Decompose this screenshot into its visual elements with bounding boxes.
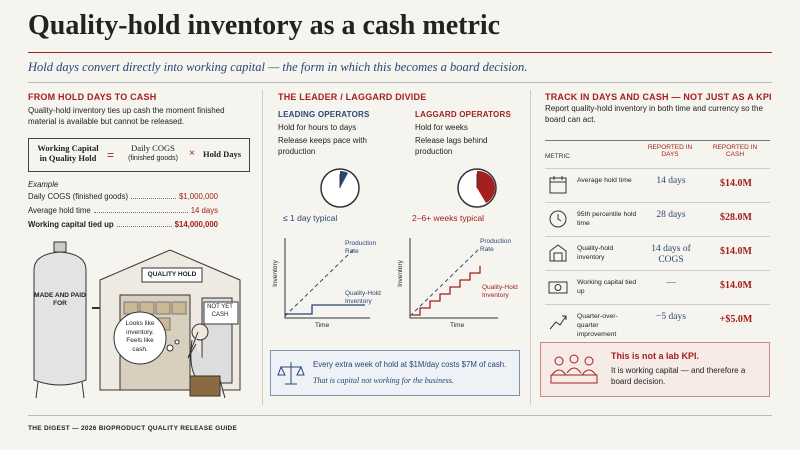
callout: Every extra week of hold at $1M/day cost…	[270, 350, 520, 396]
value: $1,000,000	[178, 192, 218, 201]
formula-box: Working Capital in Quality Hold = Daily …	[28, 138, 250, 172]
value: 14 days	[190, 206, 218, 215]
subtitle: Hold days convert directly into working …	[28, 60, 528, 74]
cash: $14.0M	[720, 246, 752, 257]
days: 28 days	[656, 210, 686, 220]
cash: +$5.0M	[719, 314, 753, 325]
row-icon	[549, 315, 567, 330]
intro: Report quality-hold inventory in both ti…	[545, 104, 763, 124]
rule	[28, 82, 772, 83]
row-icon	[549, 176, 567, 194]
example-row: Average hold time 14 days	[28, 206, 218, 215]
metric: 95th percentile hold time	[577, 211, 637, 227]
table-row: Average hold time 14 days $14.0M	[545, 168, 770, 201]
heading: THE LEADER / LAGGARD DIVIDE	[278, 92, 427, 102]
thought-bubble: Looks like inventory. Feels like cash.	[125, 320, 155, 353]
callout: This is not a lab KPI. It is working cap…	[540, 342, 770, 397]
example-label: Example	[28, 180, 59, 189]
formula-note: (finished goods)	[128, 155, 178, 162]
row-icon	[549, 244, 567, 262]
scale-icon	[277, 362, 305, 385]
text: Release lags behind production	[415, 136, 488, 156]
door-sign: NOT YET CASH	[207, 304, 233, 318]
formula-factor: Hold Days	[203, 149, 242, 159]
footer: THE DIGEST — 2026 BIOPRODUCT QUALITY REL…	[28, 425, 238, 432]
formula-factor: Daily COGS	[131, 143, 175, 153]
callout-text: That is capital not working for the busi…	[313, 376, 454, 385]
cash: $14.0M	[720, 280, 752, 291]
text: Hold for hours to days	[278, 123, 357, 132]
days: 14 days	[656, 176, 686, 186]
callout-text: It is working capital — and therefore a …	[611, 366, 746, 386]
illustration	[33, 241, 241, 399]
callout-text: Every extra week of hold at $1M/day cost…	[313, 360, 507, 369]
formula-result: Working Capital in Quality Hold	[37, 143, 99, 163]
board-icon	[550, 354, 598, 384]
label: Average hold time	[28, 206, 91, 215]
callout-title: This is not a lab KPI.	[611, 351, 700, 361]
row-icon	[549, 210, 567, 228]
formula-op: =	[107, 148, 115, 162]
col-head: METRIC	[545, 153, 570, 160]
metric: Working capital tied up	[577, 279, 637, 295]
example-row: Working capital tied up $14,000,000	[28, 220, 218, 229]
intro: Quality-hold inventory ties up cash the …	[28, 106, 225, 126]
row-icon	[548, 281, 568, 294]
table-row: Quarter-over-quarter improvement −5 days +…	[545, 304, 770, 338]
cash: $14.0M	[720, 178, 752, 189]
metric: Quality-hold inventory	[577, 245, 614, 261]
text: Release keeps pace with production	[278, 136, 367, 156]
formula-op: ×	[189, 148, 195, 159]
table-header: METRIC REPORTED IN DAYS REPORTED IN CASH	[545, 140, 770, 168]
heading: FROM HOLD DAYS TO CASH	[28, 92, 157, 102]
tank-label: MADE AND PAID FOR	[34, 292, 86, 307]
days: —	[666, 278, 676, 288]
table-row: Quality-hold inventory 14 days of COGS $14…	[545, 236, 770, 269]
col-head: REPORTED IN DAYS	[647, 144, 693, 158]
axis-label: Inventory	[396, 260, 404, 287]
metric: Quarter-over-quarter improvement	[577, 313, 618, 338]
axis-label: Inventory	[271, 260, 279, 287]
warehouse-sign: QUALITY HOLD	[147, 271, 197, 278]
metric: Average hold time	[577, 177, 632, 184]
title: Quality-hold inventory as a cash metric	[28, 10, 501, 41]
label: Daily COGS (finished goods)	[28, 192, 129, 201]
typical: ≤ 1 day typical	[283, 213, 338, 223]
text: Hold for weeks	[415, 123, 468, 132]
diagrams	[284, 168, 498, 319]
group-title: LEADING OPERATORS	[278, 110, 370, 119]
rule	[28, 415, 772, 416]
col-head: REPORTED IN CASH	[712, 144, 758, 158]
typical: 2–6+ weeks typical	[412, 213, 485, 223]
days: −5 days	[656, 312, 686, 322]
table-row: Working capital tied up — $14.0M	[545, 270, 770, 303]
table-row: 95th percentile hold time 28 days $28.0M	[545, 202, 770, 235]
divider	[530, 90, 531, 405]
line-label: Quality-Hold Inventory	[345, 290, 381, 305]
rule	[28, 52, 772, 53]
group-title: LAGGARD OPERATORS	[415, 110, 511, 119]
label: Working capital tied up	[28, 220, 114, 229]
axis-label: Time	[315, 322, 330, 329]
days: 14 days of COGS	[651, 244, 691, 265]
line-label: Quality-Hold Inventory	[482, 284, 518, 299]
example-row: Daily COGS (finished goods) $1,000,000	[28, 192, 218, 201]
value: $14,000,000	[174, 220, 218, 229]
cash: $28.0M	[720, 212, 752, 223]
divider	[262, 90, 263, 405]
line-label: Production Rate	[345, 240, 377, 255]
axis-label: Time	[450, 322, 465, 329]
heading: TRACK IN DAYS AND CASH — NOT JUST AS A K…	[545, 92, 772, 102]
line-label: Production Rate	[480, 238, 512, 253]
